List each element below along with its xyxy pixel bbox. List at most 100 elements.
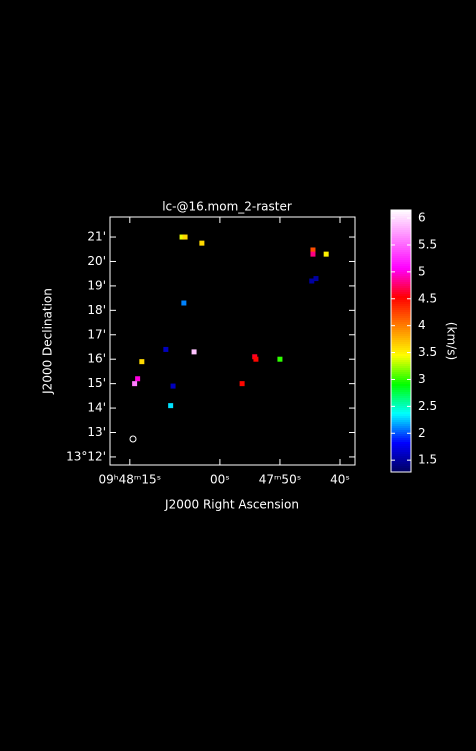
colorbar-frame — [390, 209, 412, 473]
colorbar-cell — [391, 442, 411, 444]
colorbar-cell — [391, 428, 411, 430]
colorbar-cell — [391, 238, 411, 240]
colorbar-cell — [391, 324, 411, 326]
colorbar-cell — [391, 386, 411, 388]
x-tick-label: 40ˢ — [330, 473, 350, 487]
y-tick-label: 13°12' — [66, 449, 106, 463]
colorbar-cell — [391, 250, 411, 252]
pixel — [163, 346, 169, 352]
colorbar-cell — [391, 448, 411, 450]
colorbar-cell — [391, 352, 411, 354]
colorbar-cell — [391, 232, 411, 234]
colorbar-cell — [391, 320, 411, 322]
colorbar-cell — [391, 288, 411, 290]
colorbar-cell — [391, 260, 411, 262]
colorbar-cell — [391, 438, 411, 440]
pixel — [313, 276, 319, 282]
colorbar-cell — [391, 236, 411, 238]
colorbar-cell — [391, 242, 411, 244]
colorbar-cell — [391, 464, 411, 466]
colorbar-cell — [391, 458, 411, 460]
colorbar-cell — [391, 360, 411, 362]
colorbar-cell — [391, 330, 411, 332]
colorbar-cell — [391, 234, 411, 236]
pixel — [199, 240, 205, 246]
colorbar-cell — [391, 254, 411, 256]
colorbar-tick-label: 2.5 — [418, 399, 437, 413]
colorbar-cell — [391, 340, 411, 342]
y-tick-label: 21' — [87, 230, 106, 244]
colorbar-cell — [391, 406, 411, 408]
beam — [129, 435, 137, 443]
colorbar-cell — [391, 452, 411, 454]
colorbar-cell — [391, 392, 411, 394]
colorbar-cell — [391, 410, 411, 412]
pixel — [191, 349, 197, 355]
colorbar-tick-label: 5 — [418, 264, 426, 278]
colorbar-cell — [391, 420, 411, 422]
pixel — [179, 234, 185, 240]
colorbar-cell — [391, 382, 411, 384]
colorbar-cell — [391, 446, 411, 448]
colorbar-cell — [391, 470, 411, 472]
colorbar-cell — [391, 306, 411, 308]
colorbar-cell — [391, 444, 411, 446]
colorbar-cell — [391, 414, 411, 416]
colorbar-cell — [391, 350, 411, 352]
colorbar-cell — [391, 302, 411, 304]
colorbar-label: (km/s) — [445, 322, 459, 360]
colorbar-cell — [391, 430, 411, 432]
colorbar-cell — [391, 262, 411, 264]
colorbar-cell — [391, 436, 411, 438]
colorbar-cell — [391, 224, 411, 226]
colorbar-cell — [391, 228, 411, 230]
colorbar-cell — [391, 462, 411, 464]
colorbar-cell — [391, 370, 411, 372]
colorbar-cell — [391, 286, 411, 288]
colorbar-cell — [391, 216, 411, 218]
pixel — [135, 376, 141, 382]
colorbar-tick-label: 3 — [418, 372, 426, 386]
colorbar-cell — [391, 214, 411, 216]
y-tick-label: 16' — [87, 352, 106, 366]
pixel — [239, 381, 245, 387]
colorbar-cell — [391, 380, 411, 382]
colorbar-cell — [391, 334, 411, 336]
colorbar-cell — [391, 416, 411, 418]
colorbar-cell — [391, 346, 411, 348]
colorbar-cell — [391, 316, 411, 318]
pixel — [181, 300, 187, 306]
pixel — [310, 247, 316, 253]
colorbar-cell — [391, 394, 411, 396]
colorbar-cell — [391, 376, 411, 378]
colorbar-cell — [391, 218, 411, 220]
colorbar-cell — [391, 412, 411, 414]
colorbar-cell — [391, 388, 411, 390]
colorbar-cell — [391, 304, 411, 306]
y-tick-label: 18' — [87, 303, 106, 317]
x-tick-label: 00ˢ — [210, 473, 230, 487]
pixel — [253, 356, 259, 362]
colorbar-cell — [391, 310, 411, 312]
colorbar-cell — [391, 466, 411, 468]
colorbar-cell — [391, 362, 411, 364]
colorbar-cell — [391, 440, 411, 442]
pixel — [309, 278, 315, 284]
pixel — [132, 381, 138, 387]
colorbar-tick-label: 3.5 — [418, 345, 437, 359]
colorbar-cell — [391, 348, 411, 350]
colorbar-cell — [391, 456, 411, 458]
colorbar-cell — [391, 418, 411, 420]
colorbar-cell — [391, 268, 411, 270]
colorbar-cell — [391, 256, 411, 258]
colorbar-cell — [391, 354, 411, 356]
colorbar-cell — [391, 358, 411, 360]
colorbar-cell — [391, 264, 411, 266]
colorbar-cell — [391, 252, 411, 254]
colorbar-cell — [391, 368, 411, 370]
colorbar-cell — [391, 284, 411, 286]
colorbar-cell — [391, 274, 411, 276]
colorbar-cell — [391, 312, 411, 314]
colorbar-cell — [391, 468, 411, 470]
colorbar-cell — [391, 422, 411, 424]
